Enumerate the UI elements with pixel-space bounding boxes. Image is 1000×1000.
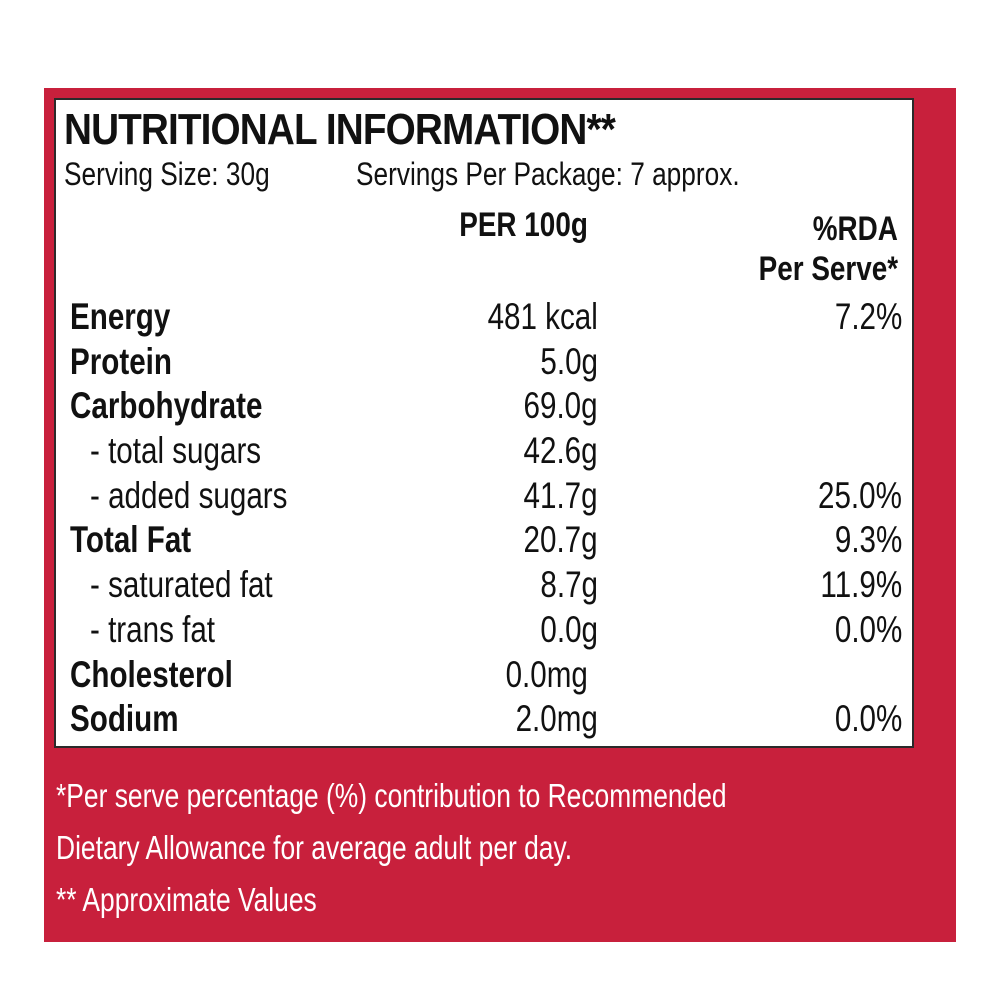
nutrient-name: Carbohydrate	[70, 385, 263, 427]
nutrient-name: - trans fat	[90, 608, 216, 650]
nutrient-name: Protein	[70, 340, 172, 382]
nutrient-name: - saturated fat	[90, 564, 273, 606]
nutrient-value: 8.7g	[540, 564, 598, 606]
nutrient-rda: 11.9%	[820, 564, 902, 606]
nutrient-row-sodium: Sodium 2.0mg 0.0%	[56, 700, 912, 745]
column-header-per-100g: PER 100g	[459, 206, 588, 244]
serving-size: Serving Size: 30g	[64, 156, 270, 192]
nutrient-value: 2.0mg	[515, 698, 598, 740]
label-title: NUTRITIONAL INFORMATION**	[64, 105, 616, 154]
footnote-approximate: ** Approximate Values	[56, 881, 317, 918]
nutrient-name: - added sugars	[90, 474, 288, 516]
nutrient-name: Sodium	[70, 698, 179, 740]
column-header-per-serve: Per Serve*	[758, 250, 898, 288]
nutrient-rda: 7.2%	[834, 296, 902, 337]
nutrient-row-energy: Energy 481 kcal 7.2%	[56, 298, 912, 343]
nutrient-rows: Energy 481 kcal 7.2% Protein 5.0g Carboh…	[56, 298, 912, 745]
nutrient-value: 481 kcal	[487, 296, 598, 337]
nutrient-name: Energy	[70, 296, 171, 337]
nutrient-row-added-sugars: - added sugars 41.7g 25.0%	[56, 477, 912, 522]
nutrient-row-total-sugars: - total sugars 42.6g	[56, 432, 912, 477]
nutrient-value: 5.0g	[540, 340, 598, 382]
nutrient-row-protein: Protein 5.0g	[56, 343, 912, 388]
nutrition-label: NUTRITIONAL INFORMATION** Serving Size: …	[44, 88, 956, 942]
column-header-rda: %RDA	[812, 210, 898, 248]
nutrition-table-panel: NUTRITIONAL INFORMATION** Serving Size: …	[54, 98, 914, 748]
nutrient-row-cholesterol: Cholesterol 0.0mg	[56, 656, 912, 701]
nutrient-rda: 9.3%	[834, 519, 902, 561]
servings-per-package: Servings Per Package: 7 approx.	[356, 156, 740, 192]
nutrient-row-carbohydrate: Carbohydrate 69.0g	[56, 387, 912, 432]
nutrient-rda: 25.0%	[818, 474, 902, 516]
nutrient-value: 0.0g	[540, 608, 598, 650]
nutrient-rda: 0.0%	[834, 608, 902, 650]
nutrient-value: 69.0g	[523, 385, 598, 427]
nutrient-value: 41.7g	[523, 474, 598, 516]
nutrient-name: - total sugars	[90, 430, 262, 472]
nutrient-row-total-fat: Total Fat 20.7g 9.3%	[56, 521, 912, 566]
nutrient-name: Total Fat	[70, 519, 192, 561]
footnote-rda: *Per serve percentage (%) contribution t…	[56, 777, 727, 814]
nutrient-value: 0.0mg	[505, 653, 588, 695]
nutrient-row-saturated-fat: - saturated fat 8.7g 11.9%	[56, 566, 912, 611]
nutrient-rda: 0.0%	[834, 698, 902, 740]
footnotes: *Per serve percentage (%) contribution t…	[56, 770, 894, 926]
footnote-rda-continued: Dietary Allowance for average adult per …	[56, 829, 573, 866]
nutrient-value: 42.6g	[523, 430, 598, 472]
nutrient-value: 20.7g	[523, 519, 598, 561]
nutrient-name: Cholesterol	[70, 653, 233, 695]
nutrient-row-trans-fat: - trans fat 0.0g 0.0%	[56, 611, 912, 656]
